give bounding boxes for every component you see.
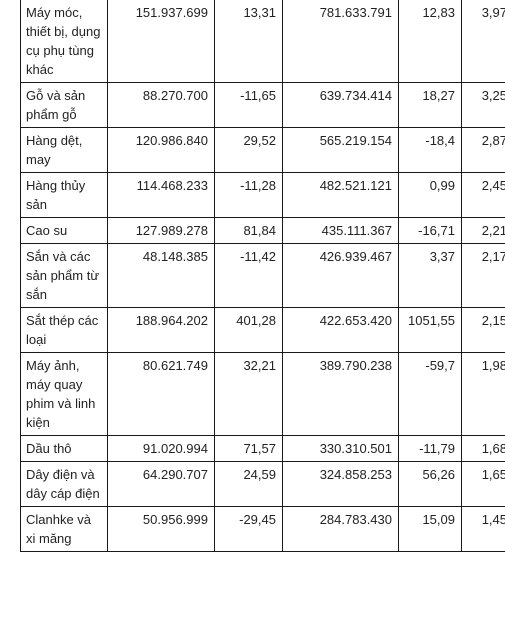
percent-2-cell: -18,4 (398, 127, 462, 173)
percent-1-cell: 24,59 (214, 461, 283, 507)
table-row: Máy móc, thiết bị, dụng cụ phụ tùng khác… (20, 0, 505, 83)
table-row: Hàng dệt, may 120.986.840 29,52 565.219.… (20, 127, 505, 173)
percent-2-cell: 1051,55 (398, 307, 462, 353)
share-cell: 2,17 (461, 243, 505, 308)
table-row: Hàng thủy sản 114.468.233 -11,28 482.521… (20, 172, 505, 218)
product-name-cell: Sắn và các sản phẩm từ sắn (20, 243, 108, 308)
product-name-cell: Sắt thép các loại (20, 307, 108, 353)
percent-2-cell: -11,79 (398, 435, 462, 462)
percent-1-cell: 401,28 (214, 307, 283, 353)
value-2-cell: 330.310.501 (282, 435, 399, 462)
product-name-cell: Cao su (20, 217, 108, 244)
value-2-cell: 284.783.430 (282, 506, 399, 552)
share-cell: 1,68 (461, 435, 505, 462)
share-cell: 3,97 (461, 0, 505, 83)
value-1-cell: 127.989.278 (107, 217, 215, 244)
table-row: Dây điện và dây cáp điện 64.290.707 24,5… (20, 461, 505, 507)
table-row: Gỗ và sản phẩm gỗ 88.270.700 -11,65 639.… (20, 82, 505, 128)
value-2-cell: 482.521.121 (282, 172, 399, 218)
percent-1-cell: -11,28 (214, 172, 283, 218)
export-table: Máy móc, thiết bị, dụng cụ phụ tùng khác… (20, 0, 505, 552)
value-2-cell: 435.111.367 (282, 217, 399, 244)
percent-2-cell: 12,83 (398, 0, 462, 83)
value-1-cell: 91.020.994 (107, 435, 215, 462)
product-name-cell: Gỗ và sản phẩm gỗ (20, 82, 108, 128)
percent-2-cell: -59,7 (398, 352, 462, 436)
product-name-cell: Hàng dệt, may (20, 127, 108, 173)
product-name-cell: Dầu thô (20, 435, 108, 462)
value-1-cell: 120.986.840 (107, 127, 215, 173)
percent-2-cell: 18,27 (398, 82, 462, 128)
product-name-cell: Dây điện và dây cáp điện (20, 461, 108, 507)
percent-2-cell: 56,26 (398, 461, 462, 507)
percent-2-cell: 0,99 (398, 172, 462, 218)
percent-1-cell: -11,65 (214, 82, 283, 128)
percent-1-cell: 32,21 (214, 352, 283, 436)
share-cell: 1,45 (461, 506, 505, 552)
value-2-cell: 324.858.253 (282, 461, 399, 507)
product-name-cell: Máy móc, thiết bị, dụng cụ phụ tùng khác (20, 0, 108, 83)
share-cell: 2,15 (461, 307, 505, 353)
share-cell: 3,25 (461, 82, 505, 128)
percent-1-cell: 71,57 (214, 435, 283, 462)
product-name-cell: Clanhke và xi măng (20, 506, 108, 552)
percent-1-cell: 13,31 (214, 0, 283, 83)
table-row: Sắt thép các loại 188.964.202 401,28 422… (20, 307, 505, 353)
table-row: Clanhke và xi măng 50.956.999 -29,45 284… (20, 506, 505, 552)
value-1-cell: 80.621.749 (107, 352, 215, 436)
table-row: Dầu thô 91.020.994 71,57 330.310.501 -11… (20, 435, 505, 462)
export-table-body: Máy móc, thiết bị, dụng cụ phụ tùng khác… (20, 0, 505, 552)
value-2-cell: 389.790.238 (282, 352, 399, 436)
percent-1-cell: 81,84 (214, 217, 283, 244)
value-1-cell: 188.964.202 (107, 307, 215, 353)
value-2-cell: 422.653.420 (282, 307, 399, 353)
value-2-cell: 565.219.154 (282, 127, 399, 173)
table-row: Cao su 127.989.278 81,84 435.111.367 -16… (20, 217, 505, 244)
value-1-cell: 48.148.385 (107, 243, 215, 308)
share-cell: 1,65 (461, 461, 505, 507)
value-1-cell: 114.468.233 (107, 172, 215, 218)
value-2-cell: 639.734.414 (282, 82, 399, 128)
value-2-cell: 426.939.467 (282, 243, 399, 308)
share-cell: 1,98 (461, 352, 505, 436)
value-1-cell: 151.937.699 (107, 0, 215, 83)
product-name-cell: Hàng thủy sản (20, 172, 108, 218)
percent-1-cell: -29,45 (214, 506, 283, 552)
percent-2-cell: 15,09 (398, 506, 462, 552)
value-1-cell: 88.270.700 (107, 82, 215, 128)
table-row: Sắn và các sản phẩm từ sắn 48.148.385 -1… (20, 243, 505, 308)
product-name-cell: Máy ảnh, máy quay phim và linh kiện (20, 352, 108, 436)
value-1-cell: 50.956.999 (107, 506, 215, 552)
share-cell: 2,21 (461, 217, 505, 244)
percent-1-cell: -11,42 (214, 243, 283, 308)
table-row: Máy ảnh, máy quay phim và linh kiện 80.6… (20, 352, 505, 436)
share-cell: 2,87 (461, 127, 505, 173)
percent-2-cell: -16,71 (398, 217, 462, 244)
value-1-cell: 64.290.707 (107, 461, 215, 507)
value-2-cell: 781.633.791 (282, 0, 399, 83)
share-cell: 2,45 (461, 172, 505, 218)
percent-1-cell: 29,52 (214, 127, 283, 173)
percent-2-cell: 3,37 (398, 243, 462, 308)
